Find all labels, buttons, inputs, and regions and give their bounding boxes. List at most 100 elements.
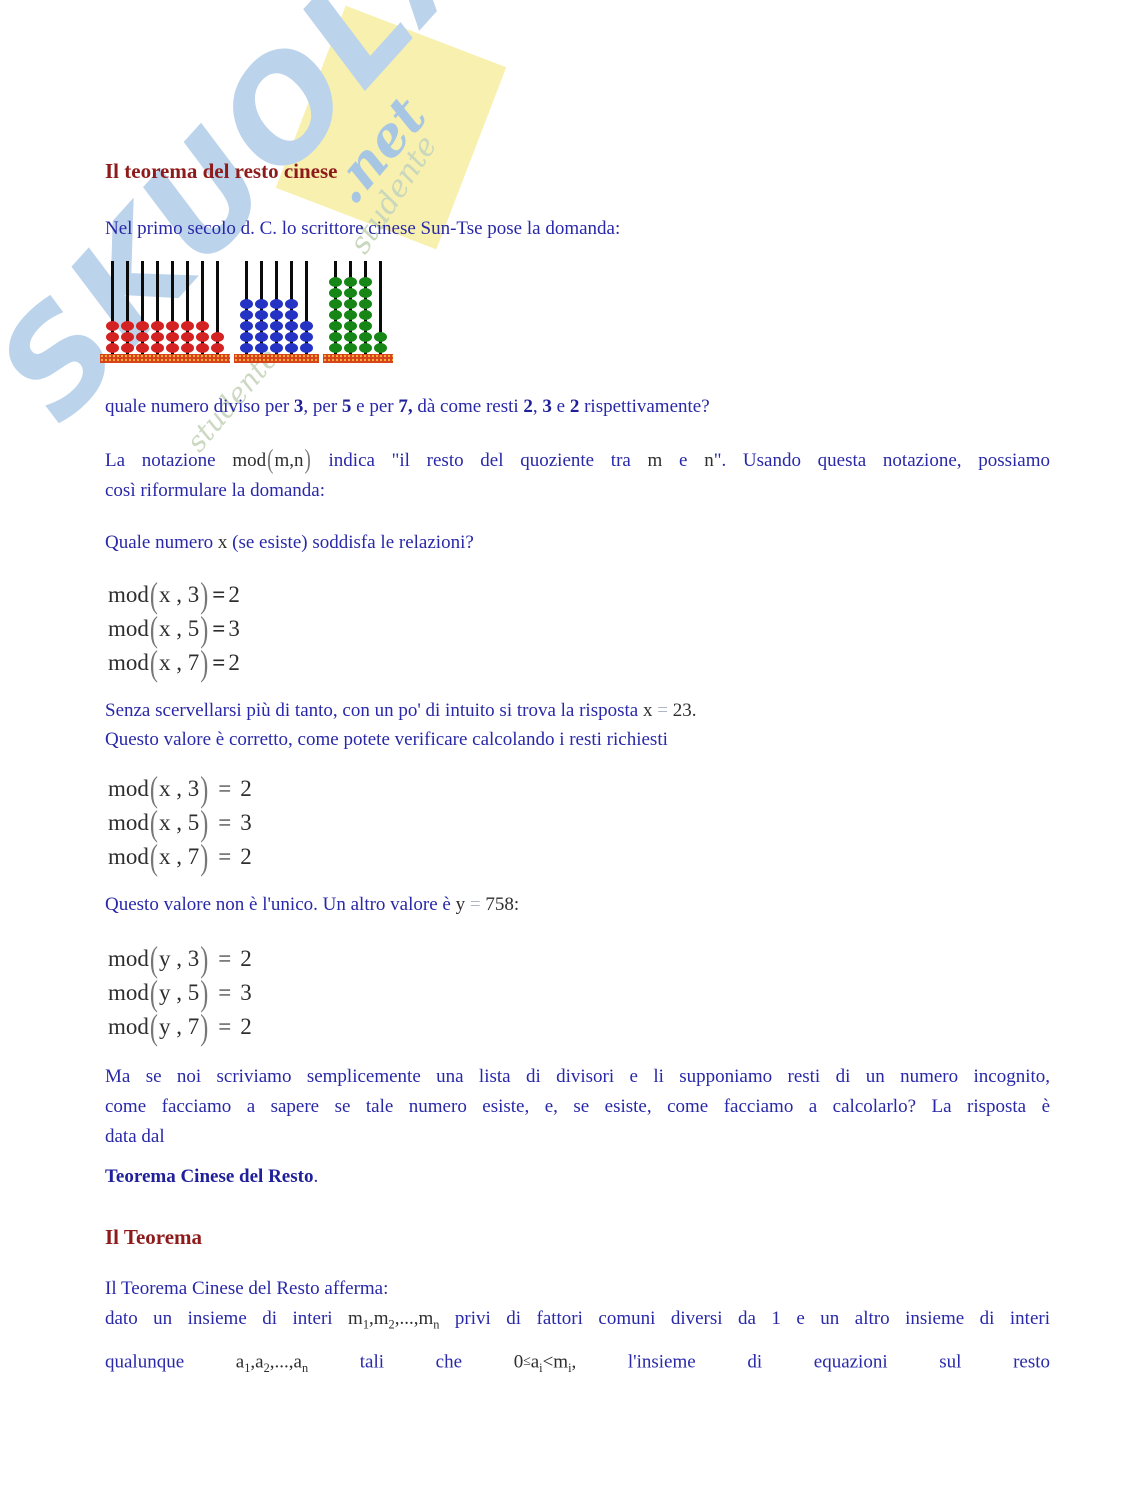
text-run: rispettivamente? — [579, 396, 710, 417]
text-run: 2 — [523, 396, 533, 417]
equation-part: ( — [149, 1007, 158, 1048]
abacus-bead — [121, 343, 134, 353]
equation-part: 3 — [228, 616, 240, 641]
abacus-rod — [195, 261, 210, 354]
text-run: i — [539, 1361, 543, 1376]
abacus-bead — [285, 343, 298, 353]
abacus-rod — [210, 261, 225, 354]
abacus-base — [234, 354, 319, 363]
text-run: Senza scervellarsi più di tanto, con un … — [105, 700, 643, 721]
equation-part: x , 3 — [158, 776, 200, 801]
abacus-bead — [329, 299, 342, 309]
abacus-bead — [359, 277, 372, 287]
text-run: Teorema Cinese del Resto — [105, 1166, 314, 1187]
text-run: La notazione — [105, 450, 233, 471]
equation-part: ) — [200, 837, 209, 878]
equation-part: ( — [149, 609, 158, 650]
abacus-bead — [166, 332, 179, 342]
abacus-rod — [373, 261, 388, 354]
equation-part: mod — [108, 844, 149, 869]
abacus-illustration — [100, 261, 402, 363]
abacus-rod — [105, 261, 120, 354]
text-run: m — [348, 1308, 363, 1329]
equation-part: y , 7 — [158, 1014, 200, 1039]
equation-part: mod — [108, 946, 149, 971]
abacus-group — [100, 261, 230, 363]
abacus-bead — [329, 277, 342, 287]
equation-part: x , 7 — [158, 650, 200, 675]
abacus-group — [323, 261, 393, 363]
abacus-bead — [136, 321, 149, 331]
abacus-bead — [106, 321, 119, 331]
abacus-rod — [358, 261, 373, 354]
equation-part: 2 — [240, 776, 252, 801]
equation-part: ) — [200, 973, 209, 1014]
abacus-bead — [359, 321, 372, 331]
abacus-bead — [211, 332, 224, 342]
abacus-bead — [359, 343, 372, 353]
paragraph-quale: Quale numero x (se esiste) soddisfa le r… — [105, 530, 1050, 556]
abacus-bead — [270, 332, 283, 342]
equation-part: ( — [149, 643, 158, 684]
equation-part: 2 — [240, 946, 252, 971]
paragraph-notation-line1: La notazione mod(m,n) indica "il resto d… — [105, 445, 1051, 475]
equation: mod(y , 7) = 2 — [108, 1007, 252, 1048]
text-run: = — [657, 700, 668, 721]
abacus-bead — [270, 310, 283, 320]
text-run: i — [568, 1361, 572, 1376]
equation: mod(x , 7) = 2 — [108, 837, 252, 878]
abacus-bead — [359, 332, 372, 342]
abacus-bead — [181, 332, 194, 342]
text-run: m — [553, 1351, 569, 1373]
equation-part: 2 — [228, 650, 240, 675]
abacus-bead — [255, 332, 268, 342]
abacus-rod — [343, 261, 358, 354]
equation-part: mod — [108, 1014, 149, 1039]
equation: mod(x , 5) = 3 — [108, 803, 252, 844]
text-run: , — [532, 396, 543, 417]
text-run: 7, — [398, 396, 413, 417]
abacus-bead — [211, 343, 224, 353]
text-run: indica "il resto del quoziente tra — [311, 450, 648, 471]
equation-part: ( — [149, 973, 158, 1014]
equation-block-y: mod(y , 3) = 2 mod(y , 5) = 3 mod(y , 7) = 2 — [108, 939, 252, 1048]
text-run: (se esiste) soddisfa le relazioni? — [227, 532, 474, 553]
paragraph-ma-se: Ma se noi scriviamo semplicemente una li… — [105, 1062, 1050, 1152]
equation-part: = — [218, 1014, 232, 1039]
paragraph-notation-line2: così riformulare la domanda: — [105, 480, 326, 501]
equation: mod(x , 5) = 3 — [108, 609, 240, 650]
equation: mod(x , 3) = 2 — [108, 769, 252, 810]
abacus-bead — [240, 321, 253, 331]
abacus-bead — [240, 343, 253, 353]
text-run: dato un insieme di interi — [105, 1308, 349, 1329]
equation-part: = — [212, 582, 226, 607]
abacus-bead — [106, 343, 119, 353]
abacus-bead — [270, 321, 283, 331]
equation: mod(y , 3) = 2 — [108, 939, 252, 980]
abacus-bead — [329, 321, 342, 331]
text-run: ,...,a — [269, 1351, 302, 1373]
text-run: mod — [232, 450, 267, 471]
abacus-base — [323, 354, 393, 363]
text-run: m — [647, 450, 663, 471]
abacus-bead — [300, 332, 313, 342]
abacus-bead — [121, 321, 134, 331]
abacus-bead — [151, 343, 164, 353]
equation-part: ) — [200, 1007, 209, 1048]
ma-se-line3: data dal — [105, 1126, 165, 1147]
equation-part: = — [218, 844, 232, 869]
abacus-bead — [359, 288, 372, 298]
text-run: a — [530, 1351, 540, 1373]
abacus-bead — [151, 321, 164, 331]
text-run: 758: — [480, 894, 520, 915]
abacus-group — [234, 261, 319, 363]
text-run: . — [313, 1166, 319, 1187]
section-heading: Il Teorema — [105, 1225, 203, 1249]
abacus-bead — [255, 299, 268, 309]
abacus-bead — [255, 343, 268, 353]
abacus-rod — [269, 261, 284, 354]
abacus-rod — [135, 261, 150, 354]
abacus-rod — [284, 261, 299, 354]
text-run: ". Usando questa notazione, possiamo — [713, 450, 1051, 471]
text-run: e — [662, 450, 705, 471]
